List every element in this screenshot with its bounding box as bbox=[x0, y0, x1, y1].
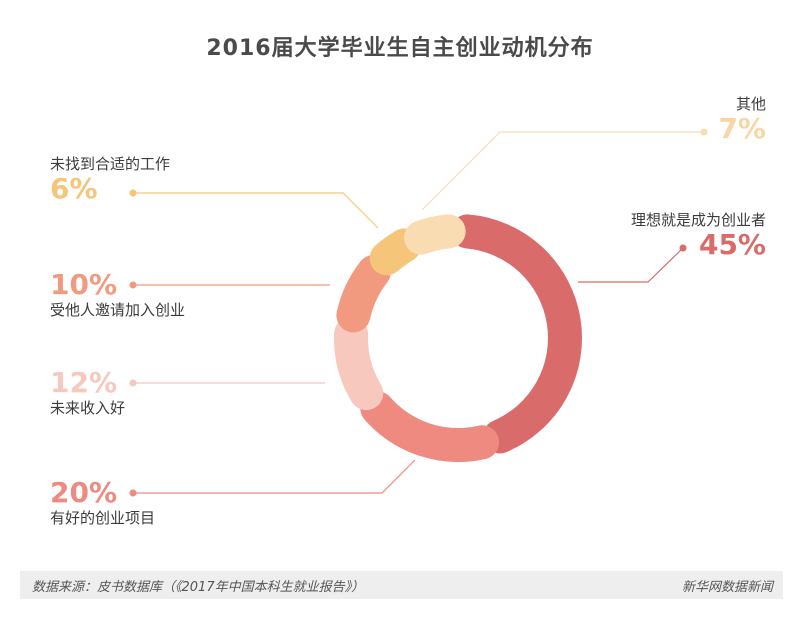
label-income-value: 12% bbox=[50, 366, 118, 399]
footer-bar: 数据来源：皮书数据库（《2017年中国本科生就业报告》） 新华网数据新闻 bbox=[20, 571, 783, 599]
label-project: 20% 有好的创业项目 bbox=[50, 478, 155, 528]
label-other: 其他 7% bbox=[718, 94, 766, 144]
leader-project bbox=[133, 459, 416, 494]
label-ideal: 理想就是成为创业者 45% bbox=[631, 210, 766, 260]
footer-brand: 新华网数据新闻 bbox=[681, 580, 773, 595]
chart-title: 2016届大学毕业生自主创业动机分布 bbox=[206, 36, 594, 61]
leader-no-job-dot bbox=[129, 189, 137, 197]
leader-project-dot bbox=[129, 489, 137, 497]
leader-no-job bbox=[133, 192, 379, 229]
leader-other bbox=[421, 131, 704, 211]
label-invited-name: 受他人邀请加入创业 bbox=[50, 301, 186, 319]
leader-invited-dot bbox=[129, 281, 137, 289]
label-ideal-value: 45% bbox=[698, 228, 766, 261]
arc-project bbox=[360, 391, 500, 462]
label-project-value: 20% bbox=[50, 476, 118, 509]
label-ideal-name: 理想就是成为创业者 bbox=[630, 211, 766, 229]
leader-ideal-dot bbox=[679, 244, 687, 252]
label-invited: 10% 受他人邀请加入创业 bbox=[50, 270, 185, 320]
leader-income-dot bbox=[129, 379, 137, 387]
leader-other-dot bbox=[700, 128, 708, 136]
arc-no-job bbox=[369, 228, 422, 276]
label-project-name: 有好的创业项目 bbox=[50, 509, 156, 527]
arc-income bbox=[334, 316, 384, 411]
arc-other bbox=[404, 214, 466, 255]
label-income-name: 未来收入好 bbox=[50, 399, 126, 417]
leader-ideal bbox=[578, 247, 684, 283]
label-other-value: 7% bbox=[718, 112, 766, 145]
label-no-job-name: 未找到合适的工作 bbox=[50, 155, 171, 173]
label-other-name: 其他 bbox=[735, 95, 766, 113]
arc-invited bbox=[336, 254, 391, 333]
footer-source: 数据来源：皮书数据库（《2017年中国本科生就业报告》） bbox=[32, 580, 365, 595]
label-income: 12% 未来收入好 bbox=[50, 368, 125, 418]
arc-ideal bbox=[450, 214, 582, 454]
label-invited-value: 10% bbox=[50, 268, 118, 301]
label-no-job-value: 6% bbox=[50, 172, 98, 205]
label-no-job: 未找到合适的工作 6% bbox=[50, 154, 170, 204]
